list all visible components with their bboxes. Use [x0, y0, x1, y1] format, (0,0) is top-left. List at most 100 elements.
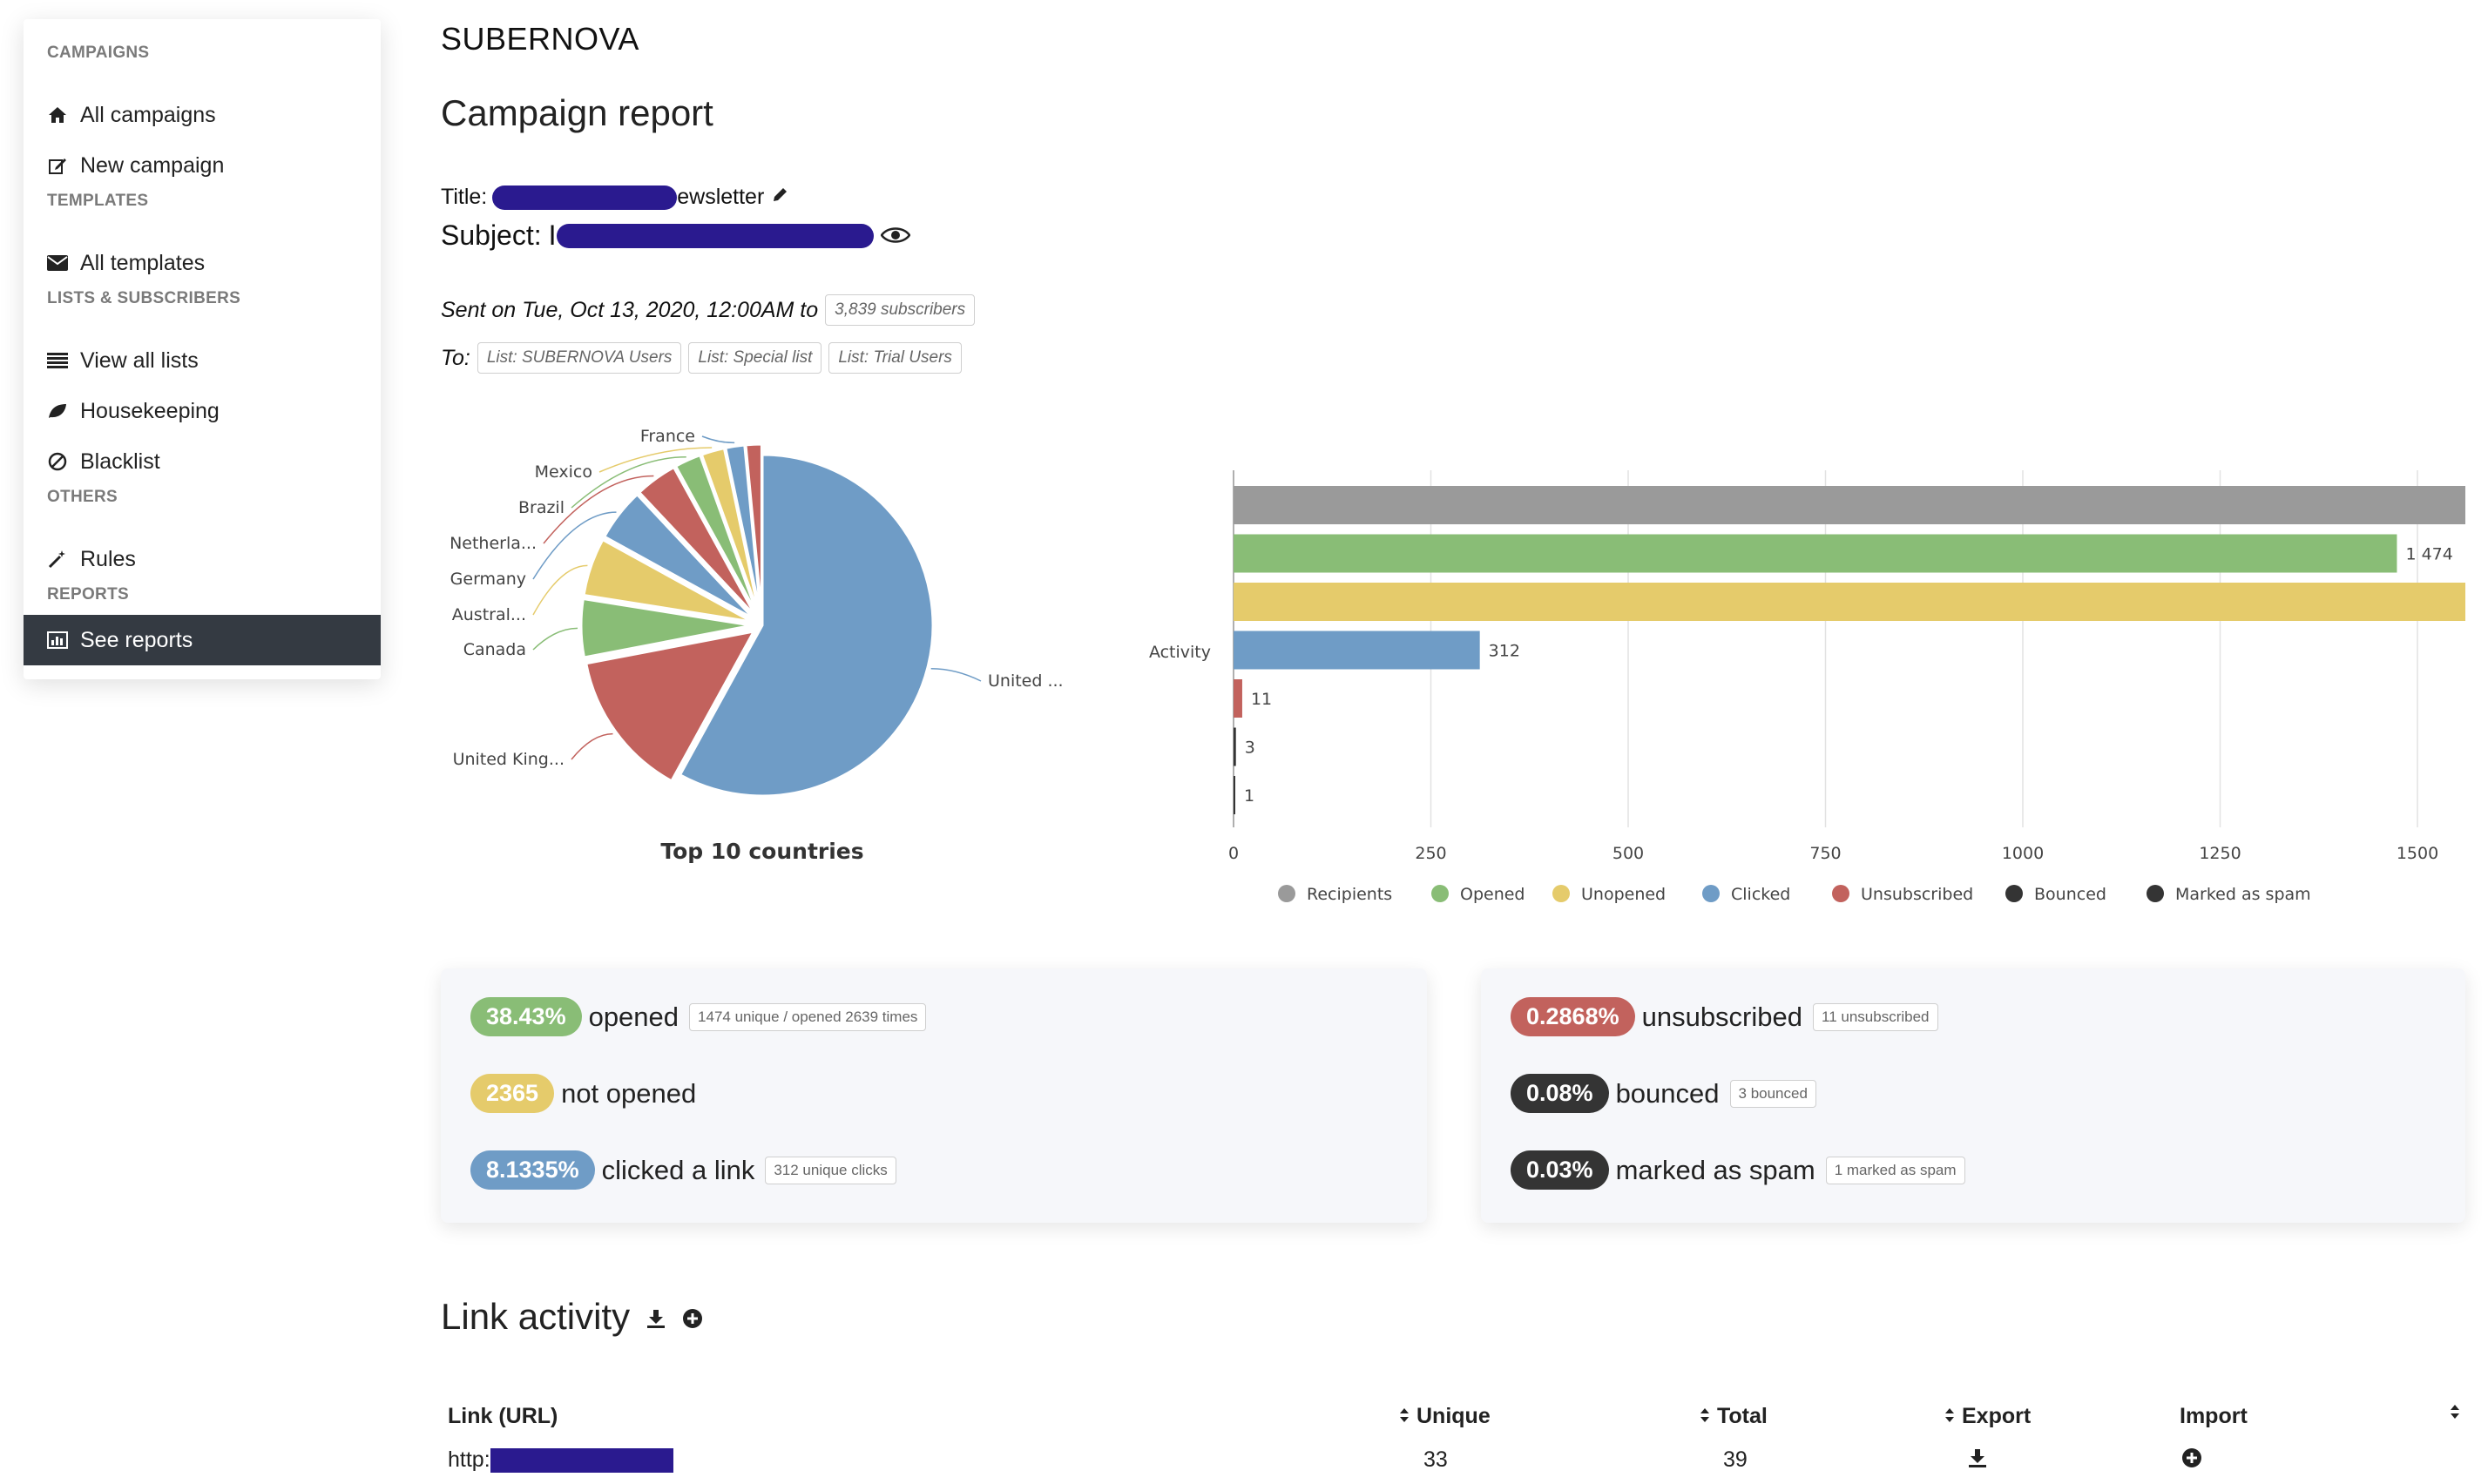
- legend-label: Unopened: [1581, 885, 1666, 904]
- column-header-unique[interactable]: Unique: [1399, 1404, 1491, 1429]
- stat-text: marked as spam: [1615, 1154, 1815, 1185]
- bar-chart-icon: [47, 630, 68, 651]
- legend-swatch: [1431, 885, 1449, 902]
- sidebar-item-label: Rules: [80, 547, 136, 571]
- subject-label: Subject:: [441, 219, 542, 251]
- section-title-others: OTHERS: [47, 488, 118, 506]
- pie-slice: [637, 465, 758, 618]
- bar: [1234, 583, 2465, 621]
- pie-leader-line: [532, 511, 617, 580]
- activity-bar-chart: 0250500750100012501500175020002250250027…: [1149, 470, 2465, 904]
- legend-swatch: [1832, 885, 1849, 902]
- category-label: Activity: [1149, 643, 1211, 662]
- not-opened-badge: 2365: [470, 1074, 555, 1113]
- redacted-block: [556, 223, 874, 248]
- column-label: Export: [1962, 1404, 2032, 1428]
- eye-icon[interactable]: [879, 219, 911, 252]
- pie-label: France: [640, 427, 695, 446]
- bar: [1234, 486, 2465, 524]
- x-tick-label: 1250: [2199, 844, 2241, 863]
- campaign-subject-row: Subject: I: [441, 219, 911, 252]
- link-activity-heading: Link activity: [441, 1296, 703, 1338]
- pie-leader-line: [701, 435, 735, 444]
- pie-slice: [579, 597, 753, 659]
- bounced-badge: 0.08%: [1511, 1074, 1609, 1113]
- pie-leader-line: [532, 564, 588, 616]
- section-title-campaigns: CAMPAIGNS: [47, 44, 150, 62]
- stat-text: opened: [588, 1001, 679, 1032]
- pencil-icon[interactable]: [771, 185, 788, 210]
- sidebar-item-see-reports[interactable]: See reports: [24, 615, 381, 665]
- pie-leader-line: [571, 732, 613, 760]
- sidebar-item-blacklist[interactable]: Blacklist: [47, 442, 160, 481]
- list-tag[interactable]: List: Special list: [688, 342, 822, 374]
- stat-detail: 1474 unique / opened 2639 times: [689, 1002, 927, 1031]
- envelope-icon: [47, 253, 68, 273]
- sent-row: Sent on Tue, Oct 13, 2020, 12:00AM to 3,…: [441, 294, 976, 326]
- stat-bounced: 0.08% bounced 3 bounced: [1511, 1074, 1816, 1113]
- legend-label: Bounced: [2034, 885, 2106, 904]
- pie-leader-line: [571, 456, 686, 509]
- legend-label: Opened: [1460, 885, 1525, 904]
- sort-icon[interactable]: [2450, 1404, 2460, 1420]
- stat-unsubscribed: 0.2868% unsubscribed 11 unsubscribed: [1511, 997, 1938, 1036]
- table-row-url[interactable]: http:: [448, 1447, 673, 1473]
- sidebar-item-all-templates[interactable]: All templates: [47, 244, 205, 282]
- sidebar-item-rules[interactable]: Rules: [47, 540, 136, 578]
- bar: [1234, 679, 1242, 718]
- column-label: Import: [2180, 1404, 2248, 1428]
- legend-swatch: [2005, 885, 2023, 902]
- home-icon: [47, 105, 68, 125]
- stat-clicked: 8.1335% clicked a link 312 unique clicks: [470, 1150, 896, 1190]
- sidebar-item-label: All campaigns: [80, 103, 216, 127]
- subscribers-tag[interactable]: 3,839 subscribers: [825, 294, 976, 326]
- pie-label: Netherla...: [450, 534, 537, 553]
- column-label: Link (URL): [448, 1404, 558, 1428]
- pie-slice: [700, 446, 761, 616]
- negative-stats-card: 0.2868% unsubscribed 11 unsubscribed 0.0…: [1481, 968, 2465, 1223]
- column-header-total[interactable]: Total: [1700, 1404, 1768, 1429]
- leaf-icon: [47, 401, 68, 422]
- pie-label: Mexico: [535, 462, 592, 482]
- brand-name: SUBERNOVA: [441, 21, 639, 57]
- x-tick-label: 1000: [2002, 844, 2044, 863]
- sidebar-item-housekeeping[interactable]: Housekeeping: [47, 392, 220, 430]
- wand-icon: [47, 549, 68, 570]
- legend-swatch: [1702, 885, 1720, 902]
- column-header-url[interactable]: Link (URL): [448, 1404, 558, 1429]
- legend-swatch: [2147, 885, 2164, 902]
- stat-detail: 3 bounced: [1729, 1079, 1816, 1108]
- legend-label: Marked as spam: [2175, 885, 2311, 904]
- sidebar-item-view-all-lists[interactable]: View all lists: [47, 341, 199, 380]
- list-icon: [47, 350, 68, 371]
- sidebar-item-all-campaigns[interactable]: All campaigns: [47, 96, 216, 134]
- pie-slice: [673, 453, 760, 617]
- list-tag[interactable]: List: Trial Users: [828, 342, 962, 374]
- bar-value-label: 3: [1245, 739, 1255, 758]
- export-download-icon[interactable]: [1967, 1447, 1988, 1474]
- plus-circle-icon[interactable]: [682, 1296, 703, 1338]
- import-plus-icon[interactable]: [2181, 1447, 2202, 1474]
- legend-swatch: [1278, 885, 1295, 902]
- sidebar-item-label: New campaign: [80, 153, 225, 178]
- sidebar: CAMPAIGNS All campaigns New campaign TEM…: [24, 19, 381, 679]
- stat-spam: 0.03% marked as spam 1 marked as spam: [1511, 1150, 1965, 1190]
- pie-label: Brazil: [518, 498, 565, 517]
- stat-text: not opened: [561, 1077, 697, 1109]
- bar: [1234, 776, 1235, 814]
- to-label: To:: [441, 345, 470, 370]
- column-header-import[interactable]: Import: [2180, 1404, 2248, 1429]
- column-header-export[interactable]: Export: [1944, 1404, 2031, 1429]
- legend-swatch: [1552, 885, 1570, 902]
- legend-label: Clicked: [1731, 885, 1790, 904]
- pie-slice: [602, 492, 755, 620]
- x-tick-label: 250: [1415, 844, 1446, 863]
- pie-leader-line: [532, 627, 578, 651]
- list-tag[interactable]: List: SUBERNOVA Users: [477, 342, 682, 374]
- stat-detail: 312 unique clicks: [765, 1156, 896, 1184]
- clicked-badge: 8.1335%: [470, 1150, 595, 1190]
- sidebar-item-new-campaign[interactable]: New campaign: [47, 146, 224, 185]
- download-icon[interactable]: [646, 1296, 666, 1338]
- pie-slice: [585, 629, 757, 783]
- link-url: http:: [448, 1447, 490, 1472]
